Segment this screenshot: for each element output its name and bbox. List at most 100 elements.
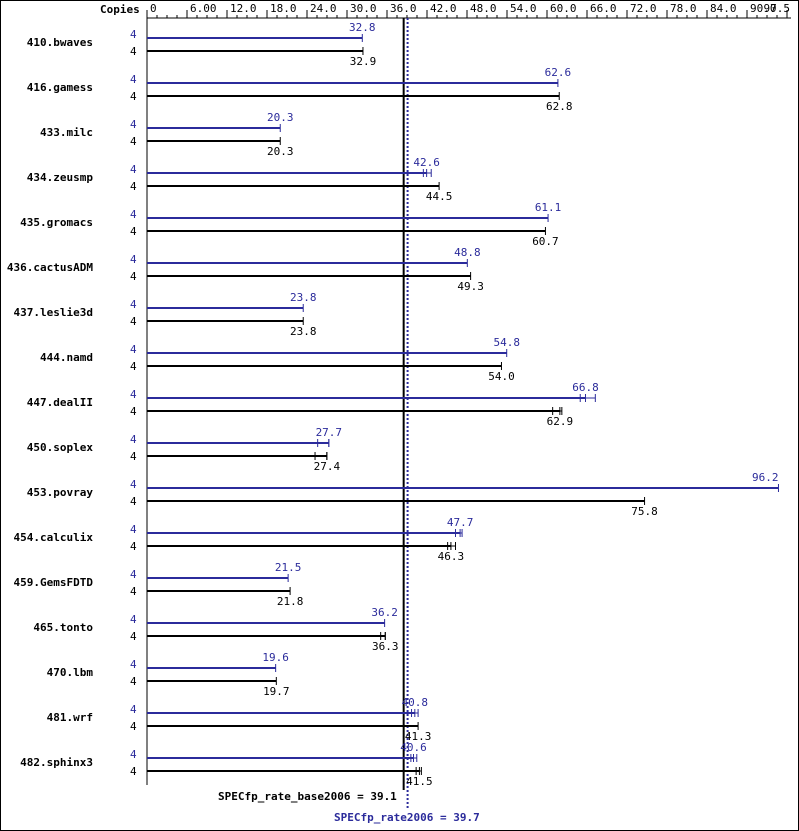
copies-base: 4 [130,45,137,58]
value-label-peak: 66.8 [572,381,599,394]
copies-base: 4 [130,180,137,193]
copies-base: 4 [130,135,137,148]
copies-peak: 4 [130,28,137,41]
copies-peak: 4 [130,433,137,446]
value-label-peak: 96.2 [752,471,779,484]
benchmark-row: 459.GemsFDTD 4 4 21.5 21.8 [14,561,304,608]
copies-peak: 4 [130,73,137,86]
peak-reference-label: SPECfp_rate2006 = 39.7 [334,811,480,824]
x-tick-label: 90.0 [750,2,777,15]
benchmark-row: 436.cactusADM 4 4 48.8 49.3 [7,246,484,293]
benchmark-row: 450.soplex 4 4 27.7 27.4 [27,426,342,473]
benchmark-name: 434.zeusmp [27,171,94,184]
x-tick-label: 24.0 [310,2,337,15]
benchmark-name: 481.wrf [47,711,93,724]
axis-title: Copies [100,3,140,16]
benchmark-row: 453.povray 4 4 96.2 75.8 [27,471,779,518]
value-label-peak: 62.6 [545,66,572,79]
value-label-peak: 54.8 [493,336,520,349]
benchmark-name: 410.bwaves [27,36,93,49]
benchmark-row: 410.bwaves 4 4 32.8 32.9 [27,21,376,68]
value-label-peak: 32.8 [349,21,376,34]
value-label-peak: 27.7 [316,426,343,439]
x-tick-label: 6.00 [190,2,217,15]
copies-peak: 4 [130,298,137,311]
copies-base: 4 [130,225,137,238]
value-label-peak: 40.6 [400,741,427,754]
copies-base: 4 [130,585,137,598]
value-label-base: 41.5 [406,775,433,788]
value-label-base: 44.5 [426,190,453,203]
benchmark-row: 437.leslie3d 4 4 23.8 23.8 [14,291,317,338]
benchmark-name: 435.gromacs [20,216,93,229]
benchmark-name: 465.tonto [33,621,93,634]
benchmark-row: 481.wrf 4 4 40.8 41.3 [47,696,432,743]
value-label-base: 21.8 [277,595,304,608]
x-tick-label: 60.0 [550,2,577,15]
base-reference-label: SPECfp_rate_base2006 = 39.1 [218,790,397,803]
copies-base: 4 [130,405,137,418]
value-label-base: 46.3 [438,550,465,563]
copies-peak: 4 [130,703,137,716]
copies-base: 4 [130,270,137,283]
x-tick-label: 36.0 [390,2,417,15]
value-label-peak: 20.3 [267,111,294,124]
value-label-peak: 19.6 [262,651,289,664]
value-label-base: 23.8 [290,325,317,338]
x-tick-label: 30.0 [350,2,377,15]
x-tick-label: 0 [150,2,157,15]
value-label-base: 60.7 [532,235,559,248]
benchmark-name: 453.povray [27,486,94,499]
copies-peak: 4 [130,478,137,491]
x-tick-label: 18.0 [270,2,297,15]
copies-peak: 4 [130,388,137,401]
benchmark-name: 437.leslie3d [14,306,93,319]
copies-peak: 4 [130,163,137,176]
copies-base: 4 [130,360,137,373]
benchmark-name: 436.cactusADM [7,261,93,274]
copies-peak: 4 [130,658,137,671]
benchmark-row: 470.lbm 4 4 19.6 19.7 [47,651,290,698]
benchmark-row: 465.tonto 4 4 36.2 36.3 [33,606,398,653]
copies-base: 4 [130,675,137,688]
x-axis: 0 6.00 12.0 18.0 24.0 30.0 36.0 42.0 48.0 54.0 60.… [146,2,791,785]
x-tick-label: 84.0 [710,2,737,15]
copies-base: 4 [130,495,137,508]
copies-peak: 4 [130,523,137,536]
benchmark-name: 470.lbm [47,666,94,679]
value-label-base: 36.3 [372,640,399,653]
value-label-peak: 21.5 [275,561,302,574]
benchmark-row: 416.gamess 4 4 62.6 62.8 [27,66,573,113]
benchmark-row: 434.zeusmp 4 4 42.6 44.5 [27,156,453,203]
x-tick-label: 78.0 [670,2,697,15]
copies-peak: 4 [130,568,137,581]
value-label-base: 27.4 [314,460,341,473]
value-label-base: 19.7 [263,685,290,698]
value-label-base: 20.3 [267,145,294,158]
value-label-peak: 23.8 [290,291,317,304]
value-label-base: 32.9 [350,55,377,68]
value-label-peak: 47.7 [447,516,474,529]
benchmark-row: 433.milc 4 4 20.3 20.3 [40,111,293,158]
copies-peak: 4 [130,208,137,221]
benchmark-name: 416.gamess [27,81,93,94]
copies-peak: 4 [130,343,137,356]
x-tick-label: 97.5 [764,2,791,15]
copies-peak: 4 [130,613,137,626]
copies-base: 4 [130,630,137,643]
value-label-peak: 40.8 [402,696,429,709]
copies-base: 4 [130,720,137,733]
value-label-base: 75.8 [631,505,658,518]
copies-base: 4 [130,315,137,328]
value-label-base: 54.0 [488,370,515,383]
benchmark-name: 433.milc [40,126,93,139]
copies-peak: 4 [130,748,137,761]
x-tick-label: 72.0 [630,2,657,15]
x-tick-label: 42.0 [430,2,457,15]
benchmark-row: 447.dealII 4 4 66.8 62.9 [27,381,599,428]
copies-base: 4 [130,90,137,103]
benchmark-rows: 410.bwaves 4 4 32.8 32.9 416.gamess 4 4 62.6 62.8… [7,21,779,788]
x-tick-label: 54.0 [510,2,537,15]
